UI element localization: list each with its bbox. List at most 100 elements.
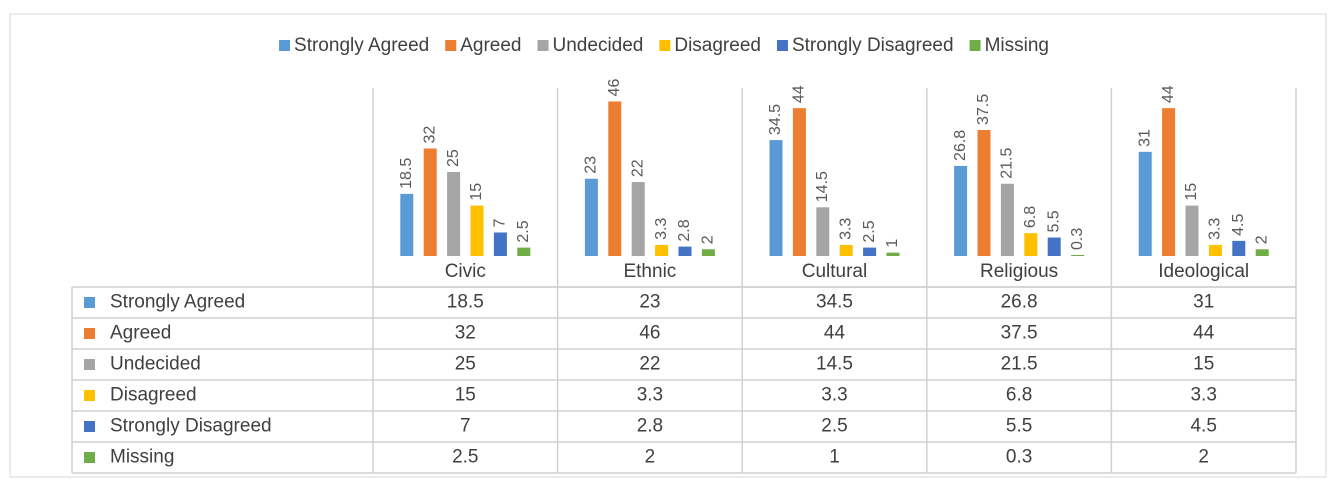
table-cell: 2.5 (452, 447, 478, 468)
data-label: 3.3 (1207, 218, 1224, 240)
table-cell: 46 (639, 323, 660, 344)
legend-swatch (279, 40, 291, 51)
table-cell: 15 (1193, 354, 1214, 375)
data-label: 34.5 (767, 104, 784, 135)
table-row-label: Agreed (110, 323, 171, 344)
table-cell: 31 (1193, 292, 1214, 313)
table-cell: 21.5 (1001, 354, 1038, 375)
data-label: 15 (468, 183, 485, 201)
table-cell: 44 (1193, 323, 1215, 344)
data-label: 31 (1136, 129, 1153, 147)
data-label: 6.8 (1022, 206, 1039, 228)
bar (977, 130, 991, 256)
table-cell: 15 (455, 385, 476, 406)
bar (584, 178, 598, 256)
table-cell: 2 (645, 447, 656, 468)
bar (1255, 249, 1269, 256)
bar (816, 207, 830, 256)
bar (447, 172, 461, 256)
data-label: 44 (791, 85, 808, 103)
table-cell: 3.3 (821, 385, 847, 406)
table-row-label: Missing (110, 447, 174, 468)
table-cell: 34.5 (816, 292, 853, 313)
table-cell: 22 (639, 354, 660, 375)
bar (1071, 254, 1085, 256)
bar (886, 252, 900, 256)
bar (1138, 151, 1152, 256)
data-label: 4.5 (1230, 214, 1247, 236)
legend-label: Undecided (553, 35, 644, 56)
legend-swatch (776, 40, 788, 51)
legend-label: Strongly Agreed (294, 35, 429, 56)
table-row-label: Disagreed (110, 385, 197, 406)
x-tick-label: Ideological (1158, 261, 1249, 282)
bar (1185, 205, 1199, 256)
legend-label: Strongly Disagreed (792, 35, 954, 56)
bar (678, 246, 692, 256)
data-label: 2 (1253, 235, 1270, 244)
legend-swatch (537, 40, 549, 51)
table-legend-key (84, 328, 95, 339)
table-cell: 18.5 (447, 292, 484, 313)
table-cell: 14.5 (816, 354, 853, 375)
data-label: 2.5 (515, 220, 532, 242)
bar (493, 232, 507, 256)
table-cell: 6.8 (1006, 385, 1032, 406)
data-label: 7 (492, 218, 509, 227)
table-legend-key (84, 390, 95, 401)
table-cell: 32 (455, 323, 476, 344)
bar (631, 182, 645, 256)
data-label: 46 (606, 79, 623, 97)
data-label: 2.8 (676, 219, 693, 241)
table-cell: 2 (1198, 447, 1209, 468)
table-cell: 44 (824, 323, 846, 344)
data-label: 2 (700, 235, 717, 244)
bar (701, 249, 715, 256)
bar (792, 108, 806, 256)
data-label: 18.5 (398, 158, 415, 189)
table-legend-key (84, 297, 95, 308)
table-cell: 2.5 (821, 416, 847, 437)
bar (839, 244, 853, 256)
data-label: 3.3 (837, 218, 854, 240)
legend-label: Agreed (460, 35, 521, 56)
data-label: 37.5 (975, 94, 992, 125)
bar (1232, 240, 1246, 256)
data-label: 23 (583, 156, 600, 174)
table-legend-key (84, 421, 95, 432)
data-label: 14.5 (814, 171, 831, 202)
bar (769, 140, 783, 256)
data-label: 32 (421, 126, 438, 144)
bar (863, 247, 877, 256)
chart-border (9, 13, 1327, 478)
legend-label: Disagreed (674, 35, 761, 56)
data-label: 5.5 (1045, 210, 1062, 232)
table-row-label: Undecided (110, 354, 201, 375)
bar (608, 101, 622, 256)
table-row-label: Strongly Agreed (110, 292, 245, 313)
x-tick-label: Religious (980, 261, 1058, 282)
table-cell: 3.3 (1190, 385, 1216, 406)
bar (517, 247, 531, 256)
x-tick-label: Cultural (802, 261, 867, 282)
data-label: 44 (1160, 85, 1177, 103)
bar (1208, 244, 1222, 256)
legend-label: Missing (985, 35, 1049, 56)
table-cell: 3.3 (637, 385, 663, 406)
data-label: 25 (445, 149, 462, 167)
bar (1024, 233, 1038, 256)
data-label: 26.8 (952, 130, 969, 161)
data-label: 15 (1183, 183, 1200, 201)
bar (1162, 108, 1176, 256)
table-cell: 25 (455, 354, 476, 375)
data-label: 21.5 (999, 148, 1016, 179)
bar (655, 244, 669, 256)
legend-swatch (969, 40, 981, 51)
bar (1000, 183, 1014, 256)
data-label: 22 (629, 159, 646, 177)
data-label: 2.5 (861, 220, 878, 242)
table-cell: 5.5 (1006, 416, 1032, 437)
table-cell: 0.3 (1006, 447, 1032, 468)
data-label: 1 (884, 239, 901, 248)
